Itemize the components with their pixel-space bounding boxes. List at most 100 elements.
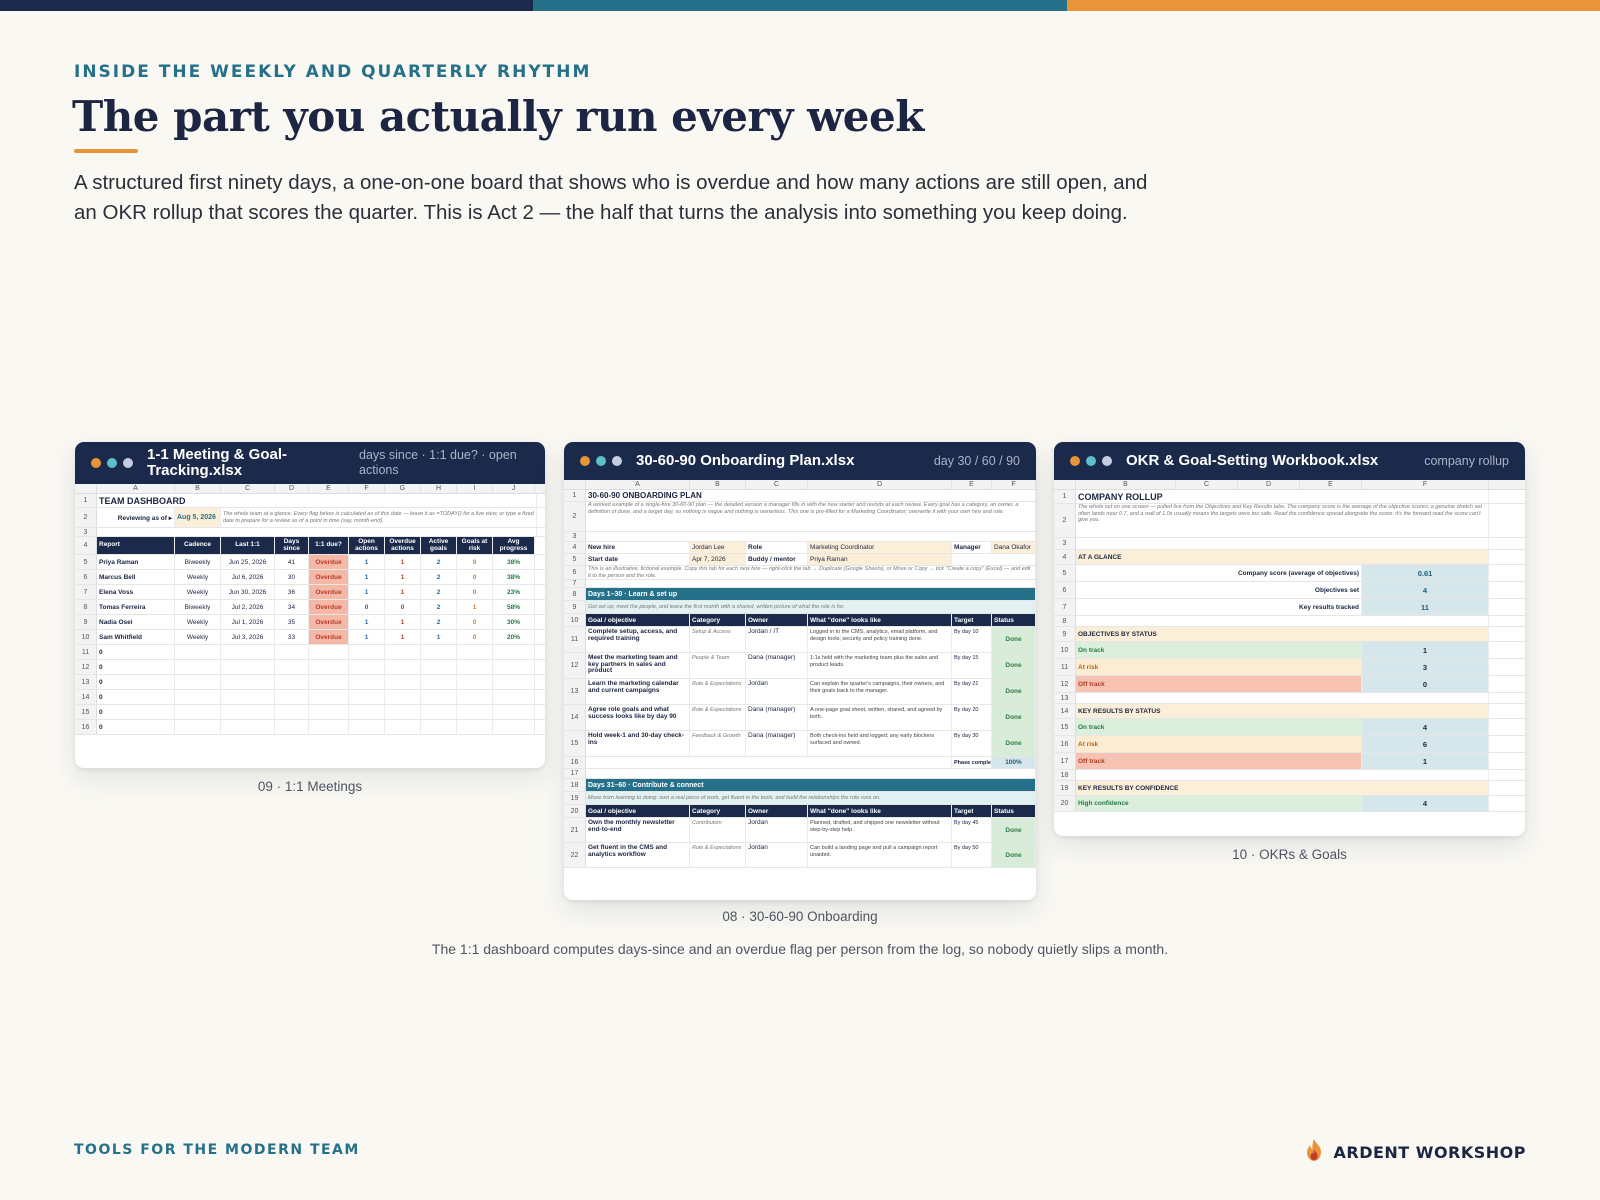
footer-brand[interactable]: ARDENT WORKSHOP — [1304, 1138, 1527, 1166]
sheet-cell[interactable]: Planned, drafted, and shipped one newsle… — [808, 818, 952, 842]
sheet-cell[interactable] — [309, 705, 349, 719]
sheet-cell[interactable]: Weekly — [175, 630, 221, 644]
sheet-cell[interactable]: Logged in to the CMS, analytics, email p… — [808, 627, 952, 652]
sheet-cell[interactable]: A worked example of a single-hire 30-60-… — [586, 502, 1036, 531]
sheet-cell[interactable]: 2 — [421, 555, 457, 569]
sheet-cell[interactable]: Own the monthly newsletter end-to-end — [586, 818, 690, 842]
sheet-cell[interactable]: At risk — [1076, 736, 1362, 752]
sheet-cell[interactable]: Owner — [746, 805, 808, 817]
sheet-cell[interactable]: By day 45 — [952, 818, 992, 842]
sheet-cell[interactable]: Overdue — [309, 585, 349, 599]
sheet-cell[interactable] — [275, 705, 309, 719]
sheet-cell[interactable]: Reviewing as of ▸ — [97, 508, 175, 527]
sheet-cell[interactable]: Dana (manager) — [746, 653, 808, 678]
sheet-cell[interactable]: Goal / objective — [586, 805, 690, 817]
sheet-cell[interactable]: Overdue actions — [385, 537, 421, 554]
sheet-cell[interactable] — [349, 645, 385, 659]
sheet-cell[interactable]: Key results tracked — [1076, 599, 1362, 615]
sheet-cell[interactable]: 4 — [1362, 582, 1489, 598]
sheet-cell[interactable] — [385, 690, 421, 704]
sheet-cell[interactable]: Manager — [952, 542, 992, 553]
sheet-cell[interactable] — [1076, 616, 1489, 626]
sheet-cell[interactable]: Hold week-1 and 30-day check-ins — [586, 731, 690, 756]
sheet-cell[interactable]: Done — [992, 679, 1036, 704]
sheet-cell[interactable] — [952, 554, 1036, 565]
sheet-cell[interactable]: 1 — [349, 615, 385, 629]
sheet-cell[interactable]: Days since — [275, 537, 309, 554]
sheet-cell[interactable] — [221, 645, 275, 659]
sheet-cell[interactable]: Goal / objective — [586, 614, 690, 626]
sheet-cell[interactable]: Done — [992, 818, 1036, 842]
sheet-cell[interactable] — [309, 660, 349, 674]
sheet-cell[interactable]: Role & Expectations — [690, 843, 746, 867]
sheet-cell[interactable] — [221, 675, 275, 689]
sheet-cell[interactable]: 41 — [275, 555, 309, 569]
sheet-cell[interactable]: Feedback & Growth — [690, 731, 746, 756]
sheet-cell[interactable]: Get fluent in the CMS and analytics work… — [586, 843, 690, 867]
sheet-cell[interactable] — [421, 705, 457, 719]
sheet-cell[interactable]: Priya Raman — [808, 554, 952, 565]
sheet-cell[interactable] — [457, 690, 493, 704]
sheet-cell[interactable]: 35 — [275, 615, 309, 629]
sheet-cell[interactable]: Role — [746, 542, 808, 553]
sheet-cell[interactable] — [385, 720, 421, 734]
sheet-cell[interactable]: On track — [1076, 642, 1362, 658]
sheet-cell[interactable]: 1 — [385, 555, 421, 569]
sheet-cell[interactable] — [586, 532, 1036, 541]
sheet-cell[interactable]: Weekly — [175, 570, 221, 584]
sheet-cell[interactable]: Jul 3, 2026 — [221, 630, 275, 644]
sheet-cell[interactable]: KEY RESULTS BY STATUS — [1076, 704, 1489, 718]
sheet-cell[interactable]: 36 — [275, 585, 309, 599]
sheet-cell[interactable]: Cadence — [175, 537, 221, 554]
sheet-cell[interactable]: Jordan Lee — [690, 542, 746, 553]
sheet-cell[interactable] — [97, 528, 537, 536]
sheet-cell[interactable]: 1 — [385, 570, 421, 584]
sheet-cell[interactable] — [1076, 693, 1489, 703]
sheet-cell[interactable]: 1 — [457, 600, 493, 614]
sheet-cell[interactable]: Dana Okafor — [992, 542, 1036, 553]
sheet-cell[interactable]: Jordan — [746, 818, 808, 842]
sheet-cell[interactable] — [349, 675, 385, 689]
sheet-cell[interactable] — [349, 690, 385, 704]
sheet-cell[interactable]: 58% — [493, 600, 535, 614]
sheet-cell[interactable] — [1076, 770, 1489, 780]
sheet-cell[interactable]: 6 — [1362, 736, 1489, 752]
sheet-cell[interactable]: Objectives set — [1076, 582, 1362, 598]
sheet-cell[interactable]: By day 15 — [952, 653, 992, 678]
sheet-cell[interactable]: 1:1s held with the marketing team plus t… — [808, 653, 952, 678]
sheet-cell[interactable] — [175, 675, 221, 689]
sheet-cell[interactable]: Overdue — [309, 570, 349, 584]
sheet-cell[interactable]: Agree role goals and what success looks … — [586, 705, 690, 730]
sheet-cell[interactable]: 2 — [421, 615, 457, 629]
sheet-cell[interactable]: Jul 1, 2026 — [221, 615, 275, 629]
sheet-cell[interactable] — [275, 690, 309, 704]
sheet-cell[interactable]: 0 — [457, 570, 493, 584]
sheet-cell[interactable] — [275, 675, 309, 689]
sheet-cell[interactable]: Jun 25, 2026 — [221, 555, 275, 569]
sheet-cell[interactable]: Jul 6, 2026 — [221, 570, 275, 584]
sheet-cell[interactable] — [175, 720, 221, 734]
sheet-cell[interactable]: OBJECTIVES BY STATUS — [1076, 627, 1489, 641]
sheet-cell[interactable] — [275, 645, 309, 659]
sheet-cell[interactable]: By day 30 — [952, 731, 992, 756]
sheet-cell[interactable]: Move from learning to doing: own a real … — [586, 792, 1036, 804]
onboarding-card[interactable]: 30-60-90 Onboarding Plan.xlsx day 30 / 6… — [564, 442, 1036, 900]
sheet-cell[interactable]: 0 — [457, 615, 493, 629]
sheet-cell[interactable] — [457, 675, 493, 689]
sheet-cell[interactable] — [385, 645, 421, 659]
sheet-cell[interactable] — [493, 660, 535, 674]
sheet-cell[interactable]: The whole team at a glance. Every flag b… — [221, 508, 537, 527]
sheet-cell[interactable] — [385, 675, 421, 689]
sheet-cell[interactable]: Both check-ins held and logged; any earl… — [808, 731, 952, 756]
sheet-cell[interactable] — [457, 720, 493, 734]
sheet-cell[interactable]: TEAM DASHBOARD — [97, 494, 537, 507]
sheet-cell[interactable] — [493, 705, 535, 719]
meetings-card[interactable]: 1-1 Meeting & Goal-Tracking.xlsx days si… — [75, 442, 545, 768]
sheet-cell[interactable]: Apr 7, 2026 — [690, 554, 746, 565]
sheet-cell[interactable]: 0 — [97, 705, 175, 719]
sheet-cell[interactable]: Marketing Coordinator — [808, 542, 952, 553]
sheet-cell[interactable]: Overdue — [309, 630, 349, 644]
sheet-cell[interactable]: Sam Whitfield — [97, 630, 175, 644]
sheet-cell[interactable]: Dana (manager) — [746, 731, 808, 756]
sheet-cell[interactable]: Jul 2, 2026 — [221, 600, 275, 614]
